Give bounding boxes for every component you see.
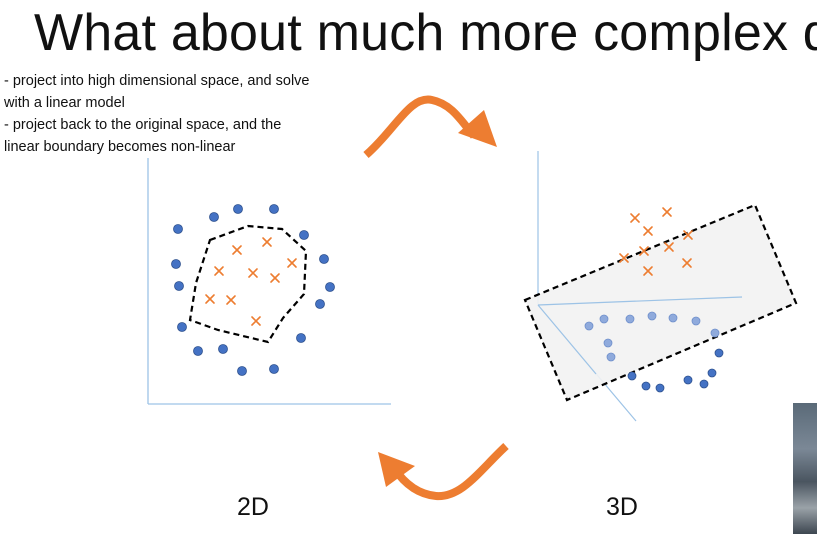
cross-point: [251, 316, 261, 326]
circle-point: [299, 230, 309, 240]
circle-point: [171, 259, 181, 269]
separating-plane: [523, 203, 798, 402]
circle-point: [606, 352, 616, 362]
circle-point: [233, 204, 243, 214]
cross-point: [226, 295, 236, 305]
circle-point: [655, 383, 665, 393]
note-line-4: linear boundary becomes non-linear: [4, 139, 236, 155]
axes-2d: [147, 158, 391, 405]
note-line-1: - project into high dimensional space, a…: [4, 73, 310, 89]
circle-point: [625, 314, 635, 324]
slide-notes: - project into high dimensional space, a…: [4, 70, 389, 158]
cross-point: [619, 253, 629, 263]
label-2d: 2D: [237, 493, 269, 521]
circle-point: [296, 333, 306, 343]
cross-point: [664, 242, 674, 252]
cross-point: [630, 213, 640, 223]
circle-point: [193, 346, 203, 356]
cross-points-3d: [619, 207, 693, 276]
cross-point: [287, 258, 297, 268]
circle-point: [707, 368, 717, 378]
circle-point: [668, 313, 678, 323]
circle-point: [269, 204, 279, 214]
circle-point: [218, 344, 228, 354]
cropped-photo-thumbnail: [793, 403, 817, 534]
circle-points-3d-front: [627, 348, 724, 393]
cross-point: [248, 268, 258, 278]
circle-point: [325, 282, 335, 292]
cross-point: [270, 273, 280, 283]
cross-points-2d: [205, 237, 297, 326]
nonlinear-boundary: [188, 224, 308, 344]
cross-point: [639, 246, 649, 256]
cross-point: [232, 245, 242, 255]
circle-point: [177, 322, 187, 332]
circle-point: [627, 371, 637, 381]
circle-point: [691, 316, 701, 326]
cross-point: [662, 207, 672, 217]
circle-point: [641, 381, 651, 391]
cross-point: [205, 294, 215, 304]
circle-point: [699, 379, 709, 389]
cross-point: [683, 230, 693, 240]
circle-points-3d-behind: [584, 311, 720, 362]
circle-point: [173, 224, 183, 234]
circle-point: [710, 328, 720, 338]
circle-point: [584, 321, 594, 331]
cross-point: [214, 266, 224, 276]
note-line-2: with a linear model: [4, 95, 125, 111]
circle-point: [647, 311, 657, 321]
circle-point: [209, 212, 219, 222]
label-3d: 3D: [606, 493, 638, 521]
circle-point: [683, 375, 693, 385]
circle-point: [237, 366, 247, 376]
circle-point: [714, 348, 724, 358]
cross-point: [643, 226, 653, 236]
circle-point: [319, 254, 329, 264]
circle-point: [599, 314, 609, 324]
circle-point: [174, 281, 184, 291]
cross-point: [643, 266, 653, 276]
backward-arrow-icon: [378, 443, 509, 501]
circle-point: [269, 364, 279, 374]
circle-point: [603, 338, 613, 348]
cross-point: [262, 237, 272, 247]
circle-point: [315, 299, 325, 309]
slide-title: What about much more complex d: [34, 4, 817, 62]
forward-arrow-icon: [363, 95, 497, 159]
cross-point: [682, 258, 692, 268]
circle-points-2d: [171, 204, 335, 376]
note-line-3: - project back to the original space, an…: [4, 117, 282, 133]
